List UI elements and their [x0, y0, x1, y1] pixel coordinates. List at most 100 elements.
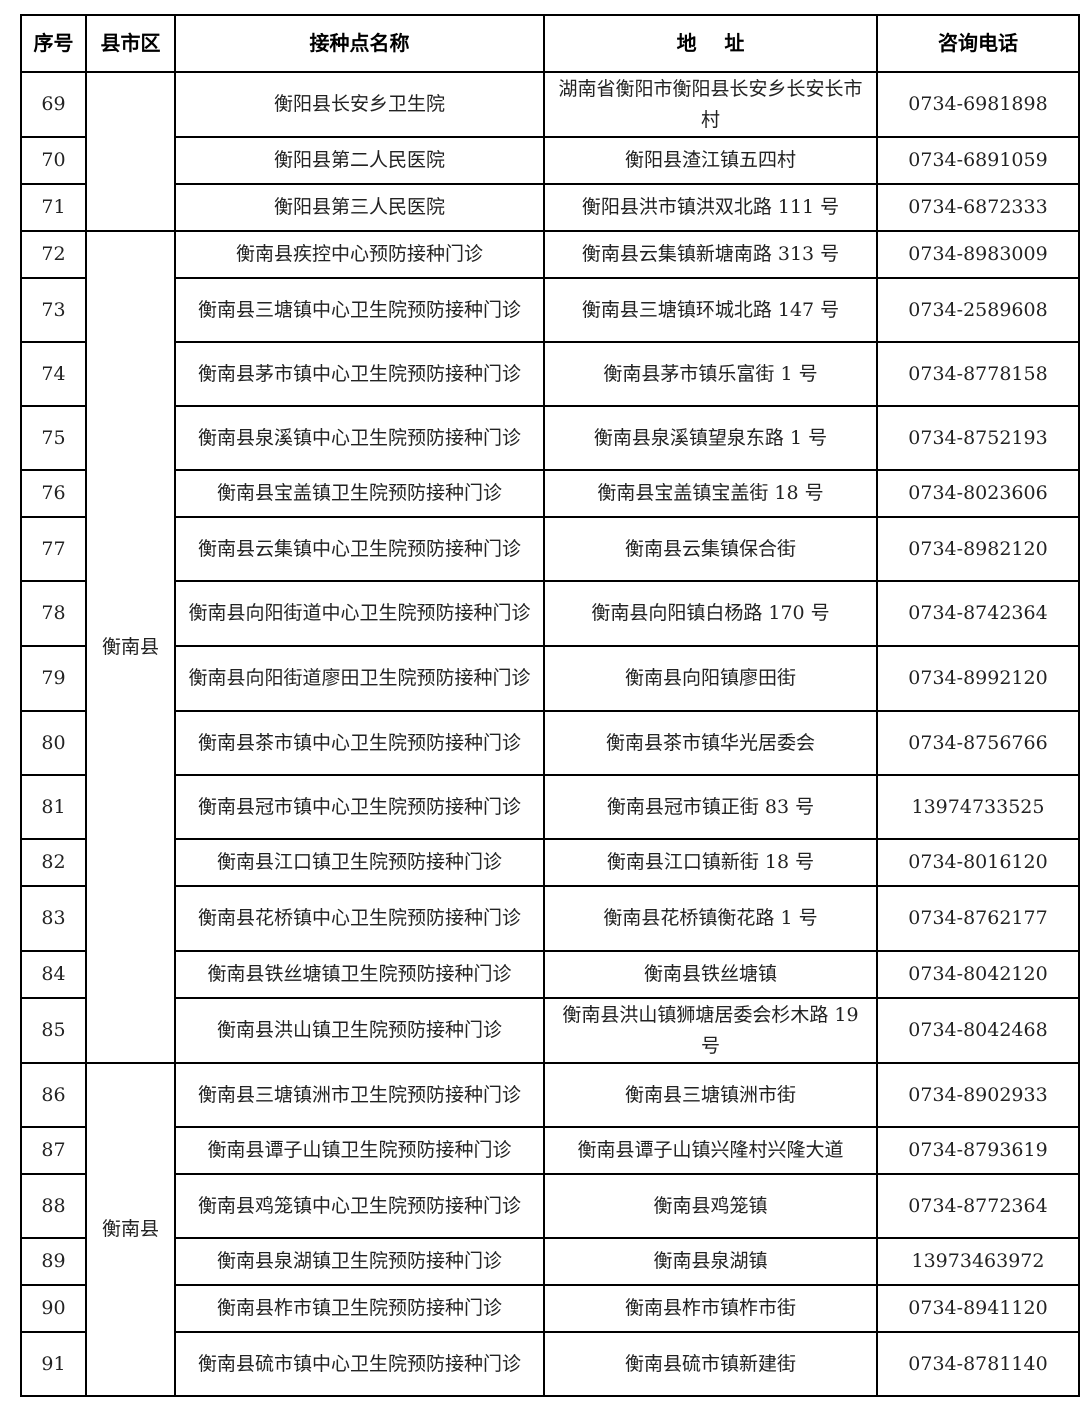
cell-number: 88	[20, 1173, 87, 1239]
cell-number: 91	[20, 1331, 87, 1397]
table-row: 78 衡南县向阳街道中心卫生院预防接种门诊 衡南县向阳镇白杨路 170 号 0734-…	[20, 580, 1080, 647]
cell-address: 衡南县谭子山镇兴隆村兴隆大道	[543, 1126, 878, 1175]
cell-phone: 0734-6872333	[876, 183, 1080, 232]
cell-phone: 13973463972	[876, 1237, 1080, 1286]
cell-address: 衡南县江口镇新街 18 号	[543, 838, 878, 887]
cell-address: 衡南县云集镇保合街	[543, 516, 878, 582]
vaccination-sites-table: 序号 县市区 接种点名称 地 址 咨询电话 69 衡阳县长安乡卫生院 湖南省衡阳市衡…	[20, 14, 1080, 1397]
cell-address: 衡南县鸡笼镇	[543, 1173, 878, 1239]
table-row: 69 衡阳县长安乡卫生院 湖南省衡阳市衡阳县长安乡长安长市村 0734-6981898	[20, 71, 1080, 232]
cell-address: 衡南县花桥镇衡花路 1 号	[543, 885, 878, 952]
cell-site-name: 衡南县疾控中心预防接种门诊	[174, 230, 545, 279]
cell-phone: 0734-2589608	[876, 277, 1080, 343]
cell-address: 湖南省衡阳市衡阳县长安乡长安长市村	[543, 71, 878, 138]
table-row: 79 衡南县向阳街道廖田卫生院预防接种门诊 衡南县向阳镇廖田街 0734-899212…	[20, 645, 1080, 712]
cell-phone: 0734-8992120	[876, 645, 1080, 712]
cell-number: 70	[20, 136, 87, 185]
header-row: 序号 县市区 接种点名称 地 址 咨询电话	[20, 14, 1080, 73]
table-row: 90 衡南县柞市镇卫生院预防接种门诊 衡南县柞市镇柞市街 0734-8941120	[20, 1284, 1080, 1333]
cell-address: 衡南县洪山镇狮塘居委会杉木路 19 号	[543, 997, 878, 1064]
table-row: 84 衡南县铁丝塘镇卫生院预防接种门诊 衡南县铁丝塘镇 0734-8042120	[20, 950, 1080, 999]
cell-address: 衡南县三塘镇环城北路 147 号	[543, 277, 878, 343]
table-row: 74 衡南县茅市镇中心卫生院预防接种门诊 衡南县茅市镇乐富街 1 号 0734-877…	[20, 341, 1080, 407]
cell-phone: 0734-8781140	[876, 1331, 1080, 1397]
cell-site-name: 衡南县鸡笼镇中心卫生院预防接种门诊	[174, 1173, 545, 1239]
cell-phone: 0734-8983009	[876, 230, 1080, 279]
cell-county: 衡南县	[85, 1062, 176, 1397]
cell-address: 衡南县三塘镇洲市街	[543, 1062, 878, 1128]
header-number: 序号	[20, 14, 87, 73]
cell-number: 79	[20, 645, 87, 712]
cell-phone: 0734-8941120	[876, 1284, 1080, 1333]
cell-address: 衡南县云集镇新塘南路 313 号	[543, 230, 878, 279]
cell-number: 76	[20, 469, 87, 518]
table-row: 77 衡南县云集镇中心卫生院预防接种门诊 衡南县云集镇保合街 0734-8982120	[20, 516, 1080, 582]
table-row: 80 衡南县茶市镇中心卫生院预防接种门诊 衡南县茶市镇华光居委会 0734-87567…	[20, 710, 1080, 776]
cell-site-name: 衡南县柞市镇卫生院预防接种门诊	[174, 1284, 545, 1333]
cell-site-name: 衡南县云集镇中心卫生院预防接种门诊	[174, 516, 545, 582]
table-row: 88 衡南县鸡笼镇中心卫生院预防接种门诊 衡南县鸡笼镇 0734-8772364	[20, 1173, 1080, 1239]
table-row: 89 衡南县泉湖镇卫生院预防接种门诊 衡南县泉湖镇 13973463972	[20, 1237, 1080, 1286]
header-address: 地 址	[543, 14, 878, 73]
cell-address: 衡南县硫市镇新建街	[543, 1331, 878, 1397]
cell-phone: 0734-8742364	[876, 580, 1080, 647]
cell-phone: 0734-8982120	[876, 516, 1080, 582]
table-row: 73 衡南县三塘镇中心卫生院预防接种门诊 衡南县三塘镇环城北路 147 号 0734-…	[20, 277, 1080, 343]
cell-number: 80	[20, 710, 87, 776]
cell-phone: 0734-8772364	[876, 1173, 1080, 1239]
cell-address: 衡南县向阳镇白杨路 170 号	[543, 580, 878, 647]
table-row: 76 衡南县宝盖镇卫生院预防接种门诊 衡南县宝盖镇宝盖街 18 号 0734-8023…	[20, 469, 1080, 518]
cell-number: 83	[20, 885, 87, 952]
cell-site-name: 衡南县茅市镇中心卫生院预防接种门诊	[174, 341, 545, 407]
cell-site-name: 衡南县硫市镇中心卫生院预防接种门诊	[174, 1331, 545, 1397]
cell-phone: 13974733525	[876, 774, 1080, 840]
cell-number: 74	[20, 341, 87, 407]
cell-site-name: 衡南县谭子山镇卫生院预防接种门诊	[174, 1126, 545, 1175]
cell-phone: 0734-8752193	[876, 405, 1080, 471]
cell-phone: 0734-6981898	[876, 71, 1080, 138]
cell-address: 衡南县向阳镇廖田街	[543, 645, 878, 712]
cell-address: 衡南县宝盖镇宝盖街 18 号	[543, 469, 878, 518]
cell-phone: 0734-8016120	[876, 838, 1080, 887]
table-row: 85 衡南县洪山镇卫生院预防接种门诊 衡南县洪山镇狮塘居委会杉木路 19 号 0734…	[20, 997, 1080, 1064]
cell-number: 81	[20, 774, 87, 840]
table-row: 86 衡南县 衡南县三塘镇洲市卫生院预防接种门诊 衡南县三塘镇洲市街 0734-8902…	[20, 1062, 1080, 1397]
cell-number: 77	[20, 516, 87, 582]
table-row: 75 衡南县泉溪镇中心卫生院预防接种门诊 衡南县泉溪镇望泉东路 1 号 0734-87…	[20, 405, 1080, 471]
cell-number: 71	[20, 183, 87, 232]
cell-phone: 0734-6891059	[876, 136, 1080, 185]
cell-site-name: 衡南县花桥镇中心卫生院预防接种门诊	[174, 885, 545, 952]
cell-number: 87	[20, 1126, 87, 1175]
table-row: 72 衡南县 衡南县疾控中心预防接种门诊 衡南县云集镇新塘南路 313 号 0734-8…	[20, 230, 1080, 1064]
cell-phone: 0734-8756766	[876, 710, 1080, 776]
cell-site-name: 衡阳县第二人民医院	[174, 136, 545, 185]
cell-address: 衡阳县渣江镇五四村	[543, 136, 878, 185]
cell-site-name: 衡南县宝盖镇卫生院预防接种门诊	[174, 469, 545, 518]
cell-number: 89	[20, 1237, 87, 1286]
table-row: 83 衡南县花桥镇中心卫生院预防接种门诊 衡南县花桥镇衡花路 1 号 0734-876…	[20, 885, 1080, 952]
cell-number: 69	[20, 71, 87, 138]
cell-site-name: 衡南县茶市镇中心卫生院预防接种门诊	[174, 710, 545, 776]
cell-site-name: 衡南县冠市镇中心卫生院预防接种门诊	[174, 774, 545, 840]
cell-phone: 0734-8762177	[876, 885, 1080, 952]
cell-phone: 0734-8902933	[876, 1062, 1080, 1128]
cell-number: 86	[20, 1062, 87, 1128]
cell-site-name: 衡南县三塘镇洲市卫生院预防接种门诊	[174, 1062, 545, 1128]
header-county: 县市区	[85, 14, 176, 73]
cell-site-name: 衡南县洪山镇卫生院预防接种门诊	[174, 997, 545, 1064]
cell-site-name: 衡南县泉湖镇卫生院预防接种门诊	[174, 1237, 545, 1286]
cell-address: 衡南县茅市镇乐富街 1 号	[543, 341, 878, 407]
cell-phone: 0734-8793619	[876, 1126, 1080, 1175]
table-row: 91 衡南县硫市镇中心卫生院预防接种门诊 衡南县硫市镇新建街 0734-8781140	[20, 1331, 1080, 1397]
cell-address: 衡南县柞市镇柞市街	[543, 1284, 878, 1333]
cell-site-name: 衡南县江口镇卫生院预防接种门诊	[174, 838, 545, 887]
cell-phone: 0734-8023606	[876, 469, 1080, 518]
cell-number: 73	[20, 277, 87, 343]
cell-site-name: 衡南县铁丝塘镇卫生院预防接种门诊	[174, 950, 545, 999]
cell-address: 衡南县冠市镇正街 83 号	[543, 774, 878, 840]
cell-site-name: 衡南县三塘镇中心卫生院预防接种门诊	[174, 277, 545, 343]
cell-phone: 0734-8042468	[876, 997, 1080, 1064]
header-phone: 咨询电话	[876, 14, 1080, 73]
cell-address: 衡南县泉湖镇	[543, 1237, 878, 1286]
cell-phone: 0734-8778158	[876, 341, 1080, 407]
